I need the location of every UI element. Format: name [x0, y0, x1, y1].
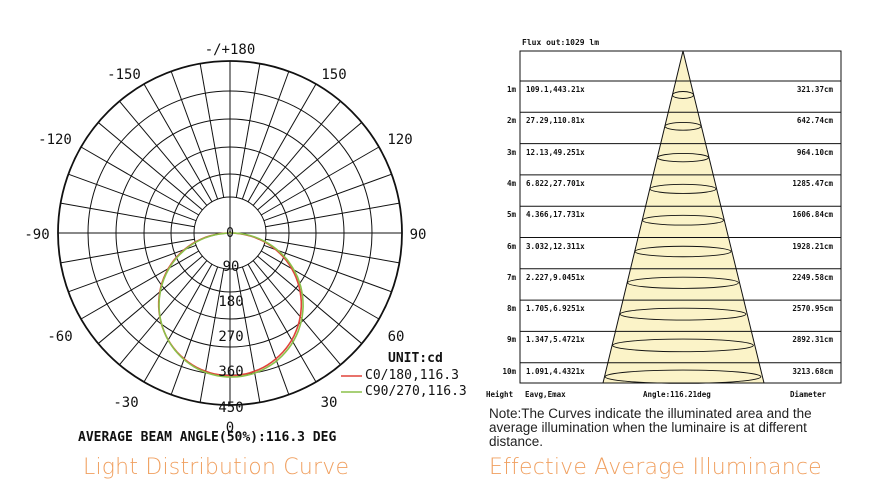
angle-label: -30 [113, 395, 138, 411]
illuminance-caption: Effective Average Illuminance [489, 455, 822, 480]
footer-eavg: Eavg,Emax [525, 390, 566, 399]
polar-spoke [199, 63, 225, 198]
angle-label: 0 [226, 420, 234, 436]
radial-label: 90 [223, 259, 240, 275]
light-distribution-caption: Light Distribution Curve [83, 455, 350, 480]
row-eavg-emax: 109.1,443.21x [526, 85, 585, 94]
beam-ellipse [627, 276, 739, 289]
polar-spoke [241, 266, 290, 395]
polar-chart: -/+180 -150 150 -120 120 -90 90 -60 60 -30 30 0 0 90 1… [24, 42, 426, 436]
row-eavg-emax: 6.822,27.701x [526, 178, 585, 188]
illuminance-note: Note:The Curves indicate the illuminated… [489, 406, 812, 449]
angle-label: -90 [24, 227, 49, 243]
polar-spoke [235, 63, 261, 198]
beam-ellipse [612, 338, 754, 353]
polar-spoke [265, 202, 400, 228]
row-eavg-emax: 1.705,6.9251x [526, 304, 585, 314]
row-diameter: 964.10cm [796, 147, 833, 157]
beam-angle-text: AVERAGE BEAM ANGLE(50%):116.3 DEG [78, 430, 337, 445]
row-eavg-emax: 4.366,17.731x [526, 210, 585, 220]
row-diameter: 2249.58cm [792, 272, 833, 282]
row-diameter: 642.74cm [796, 116, 833, 126]
row-height: 9m [506, 335, 516, 345]
row-height: 1m [506, 85, 516, 94]
illuminance-chart [519, 50, 842, 384]
light-cone [602, 50, 765, 384]
row-diameter: 1285.47cm [792, 178, 833, 188]
polar-spoke [263, 173, 392, 222]
polar-spoke [241, 71, 290, 200]
angle-label: 120 [387, 132, 412, 148]
row-eavg-emax: 1.347,5.4721x [526, 335, 585, 345]
polar-ring [115, 118, 345, 348]
row-height: 5m [506, 210, 516, 220]
beam-ellipse [664, 122, 702, 131]
flux-out-label: Flux out:1029 lm [522, 38, 600, 47]
beam-ellipse [672, 91, 694, 99]
legend-c90-label: C90/270,116.3 [365, 384, 467, 399]
row-diameter: 2570.95cm [792, 304, 833, 314]
row-height: 7m [506, 272, 516, 282]
polar-curves [157, 232, 304, 378]
beam-ellipse [604, 369, 762, 384]
row-diameter: 1606.84cm [792, 210, 833, 220]
radial-label: 450 [218, 400, 243, 416]
footer-height: Height [486, 390, 514, 399]
radial-label: 270 [218, 329, 243, 345]
beam-ellipse [649, 183, 717, 194]
beam-ellipse [642, 214, 724, 226]
beam-ellipse [634, 245, 732, 258]
angle-label: -60 [47, 329, 72, 345]
row-height: 2m [506, 116, 516, 126]
polar-grid [57, 60, 403, 406]
center-label: 0 [226, 226, 234, 241]
angle-label: 30 [321, 395, 338, 411]
angle-label: -/+180 [205, 42, 256, 58]
angle-label: 90 [410, 227, 427, 243]
row-height: 4m [506, 178, 516, 188]
curve-c90 [158, 232, 304, 378]
row-diameter: 321.37cm [796, 85, 833, 94]
row-eavg-emax: 1.091,4.4321x [526, 366, 585, 376]
polar-ring [57, 60, 403, 406]
row-eavg-emax: 27.29,110.81x [526, 116, 585, 126]
polar-spoke [170, 71, 219, 200]
row-height: 6m [506, 241, 516, 251]
beam-ellipse [657, 152, 709, 163]
angle-label: 150 [321, 67, 346, 83]
radial-label: 180 [218, 294, 243, 310]
row-eavg-emax: 3.032,12.311x [526, 241, 585, 251]
radial-label: 360 [218, 364, 243, 380]
row-height: 3m [506, 147, 516, 157]
row-eavg-emax: 12.13,49.251x [526, 147, 585, 157]
polar-ring [193, 196, 267, 270]
polar-spoke [170, 266, 219, 395]
polar-spoke [68, 244, 197, 293]
footer-diameter: Diameter [790, 390, 827, 399]
row-diameter: 3213.68cm [792, 366, 833, 376]
polar-ring [143, 146, 317, 320]
polar-spoke [60, 202, 195, 228]
polar-spoke [68, 173, 197, 222]
row-diameter: 2892.31cm [792, 335, 833, 345]
row-diameter: 1928.21cm [792, 241, 833, 251]
row-height: 8m [506, 304, 516, 314]
illuminance-grid [519, 50, 842, 384]
legend-c0-label: C0/180,116.3 [365, 368, 459, 383]
polar-labels: -/+180 -150 150 -120 120 -90 90 -60 60 -30 30 0 0 90 1… [24, 42, 426, 436]
polar-spoke [263, 244, 392, 293]
row-height: 10m [502, 366, 516, 376]
unit-label: UNIT:cd [388, 351, 443, 366]
angle-label: -120 [38, 132, 72, 148]
row-eavg-emax: 2.227,9.0451x [526, 272, 585, 282]
beam-ellipse [619, 307, 747, 321]
angle-label: -150 [107, 67, 141, 83]
footer-angle: Angle:116.21deg [643, 390, 711, 399]
polar-ring [170, 173, 290, 293]
angle-label: 60 [388, 329, 405, 345]
